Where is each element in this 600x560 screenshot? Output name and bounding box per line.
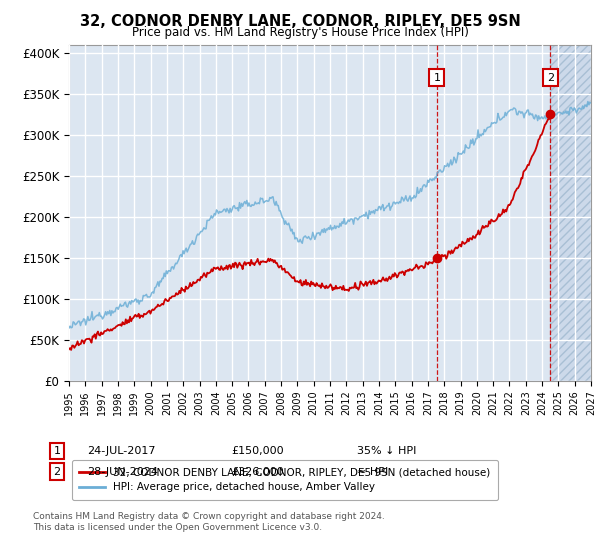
Text: £150,000: £150,000	[231, 446, 284, 456]
Text: Price paid vs. HM Land Registry's House Price Index (HPI): Price paid vs. HM Land Registry's House …	[131, 26, 469, 39]
Text: 2: 2	[53, 466, 61, 477]
Bar	[550, 45, 591, 381]
Text: 28-JUN-2024: 28-JUN-2024	[87, 466, 158, 477]
Bar	[550, 45, 591, 381]
Text: 35% ↓ HPI: 35% ↓ HPI	[357, 446, 416, 456]
Text: Contains HM Land Registry data © Crown copyright and database right 2024.
This d: Contains HM Land Registry data © Crown c…	[33, 512, 385, 532]
Text: £326,000: £326,000	[231, 466, 284, 477]
Text: ≈ HPI: ≈ HPI	[357, 466, 388, 477]
Text: 1: 1	[53, 446, 61, 456]
Text: 2: 2	[547, 73, 554, 82]
Legend: 32, CODNOR DENBY LANE, CODNOR, RIPLEY, DE5 9SN (detached house), HPI: Average pr: 32, CODNOR DENBY LANE, CODNOR, RIPLEY, D…	[71, 460, 498, 500]
Text: 1: 1	[433, 73, 440, 82]
Text: 32, CODNOR DENBY LANE, CODNOR, RIPLEY, DE5 9SN: 32, CODNOR DENBY LANE, CODNOR, RIPLEY, D…	[80, 14, 520, 29]
Text: 24-JUL-2017: 24-JUL-2017	[87, 446, 155, 456]
